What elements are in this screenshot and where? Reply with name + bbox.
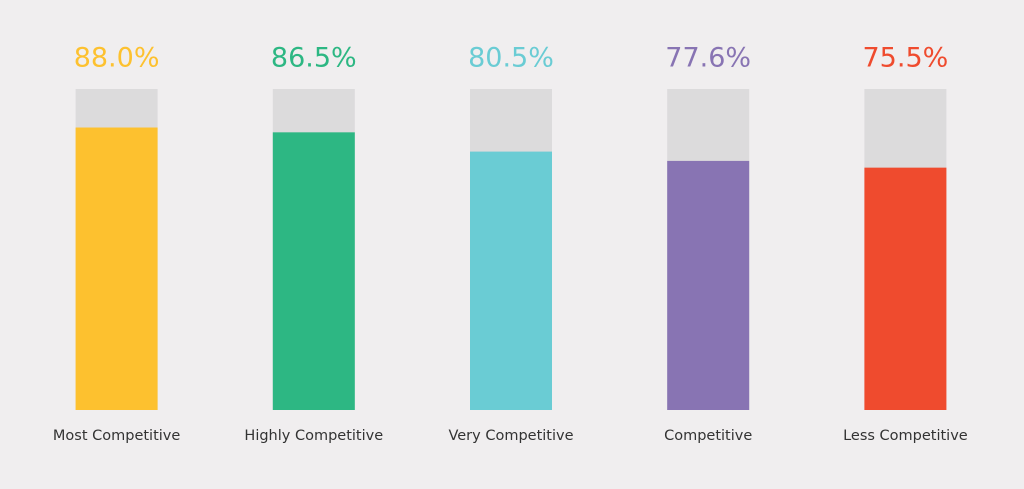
- category-label: Most Competitive: [53, 428, 180, 444]
- bar: [470, 151, 552, 410]
- value-label: 80.5%: [468, 43, 554, 74]
- value-label: 86.5%: [271, 43, 357, 74]
- bar: [75, 127, 158, 411]
- category-label: Less Competitive: [843, 428, 968, 444]
- value-label: 88.0%: [74, 43, 160, 74]
- value-label: 75.5%: [863, 43, 949, 74]
- bar: [272, 132, 355, 410]
- category-label: Competitive: [664, 428, 752, 444]
- bar: [864, 167, 947, 410]
- value-label: 77.6%: [665, 43, 751, 74]
- category-label: Very Competitive: [448, 428, 573, 444]
- bar: [667, 160, 750, 410]
- category-label: Highly Competitive: [244, 428, 383, 444]
